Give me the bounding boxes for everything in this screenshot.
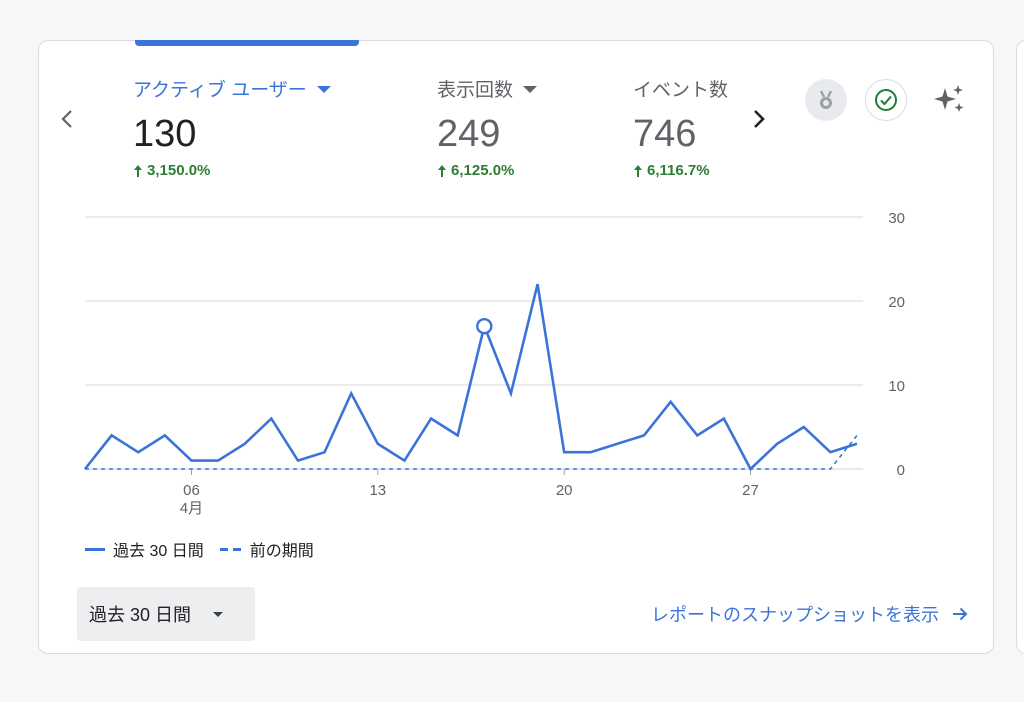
arrow-up-icon [134, 164, 142, 177]
legend-label-previous: 前の期間 [249, 543, 314, 560]
caret-down-icon[interactable] [316, 86, 331, 93]
snapshot-link-label: レポートのスナップショットを表示 [651, 605, 939, 625]
legend-item-current: 過去 30 日間 [85, 537, 204, 561]
legend-item-previous: 前の期間 [219, 537, 314, 561]
x-tick-label: 06 [183, 482, 200, 499]
metric-active-users[interactable]: アクティブ ユーザー 130 3,150.0% [133, 75, 331, 179]
metric-label: イベント数 [633, 80, 729, 101]
metric-change: 3,150.0% [133, 162, 331, 179]
metric-change: 6,125.0% [437, 162, 537, 179]
metric-events[interactable]: イベント数 746 6,116.7% [633, 75, 728, 179]
metric-views[interactable]: 表示回数 249 6,125.0% [437, 75, 538, 179]
next-card-edge [1016, 40, 1024, 654]
legend-solid-line-icon [85, 547, 105, 551]
sparkle-icon [934, 85, 964, 112]
x-tick-sublabel: 4月 [180, 500, 203, 517]
metric-value: 249 [437, 113, 501, 155]
y-tick-label: 30 [888, 210, 905, 227]
legend-dashed-line-icon [219, 547, 242, 551]
metric-change-value: 6,116.7% [647, 162, 710, 179]
x-tick-label: 20 [556, 482, 573, 499]
metric-change-value: 6,125.0% [451, 162, 515, 179]
date-range-label: 過去 30 日間 [89, 605, 192, 625]
y-tick-label: 0 [897, 462, 905, 479]
insights-medal-button[interactable] [805, 79, 847, 121]
metric-label: 表示回数 [437, 80, 514, 101]
previous-period-line [85, 434, 858, 470]
x-tick-label: 27 [742, 482, 759, 499]
active-tab-indicator [135, 40, 359, 46]
arrow-right-icon [953, 607, 968, 621]
next-metrics-button[interactable] [747, 107, 771, 131]
highlighted-data-point [476, 318, 493, 335]
metric-change: 6,116.7% [633, 162, 728, 179]
check-circle-icon [875, 89, 897, 111]
y-tick-label: 10 [888, 378, 905, 395]
medal-icon [819, 90, 833, 109]
current-period-line [83, 283, 858, 472]
chevron-right-icon [754, 110, 765, 128]
metric-value: 130 [133, 113, 197, 155]
prev-metrics-button[interactable] [55, 107, 79, 131]
legend-label-current: 過去 30 日間 [113, 543, 204, 560]
metric-value: 746 [633, 113, 697, 155]
y-tick-label: 20 [888, 294, 905, 311]
chart-legend: 過去 30 日間 前の期間 [85, 537, 322, 561]
metric-change-value: 3,150.0% [147, 162, 211, 179]
arrow-up-icon [438, 164, 446, 177]
view-report-snapshot-link[interactable]: レポートのスナップショットを表示 [651, 601, 969, 627]
chevron-left-icon [61, 110, 72, 128]
metric-label: アクティブ ユーザー [133, 80, 307, 101]
check-status-button[interactable] [865, 79, 907, 121]
x-tick-label: 13 [369, 482, 386, 499]
arrow-up-icon [634, 164, 642, 177]
caret-down-icon[interactable] [523, 86, 538, 93]
date-range-dropdown[interactable]: 過去 30 日間 [77, 587, 255, 641]
ai-insights-button[interactable] [929, 79, 971, 121]
caret-down-icon [213, 611, 224, 617]
summary-card: アクティブ ユーザー 130 3,150.0% 表示回数 249 6,125.0… [38, 40, 994, 654]
